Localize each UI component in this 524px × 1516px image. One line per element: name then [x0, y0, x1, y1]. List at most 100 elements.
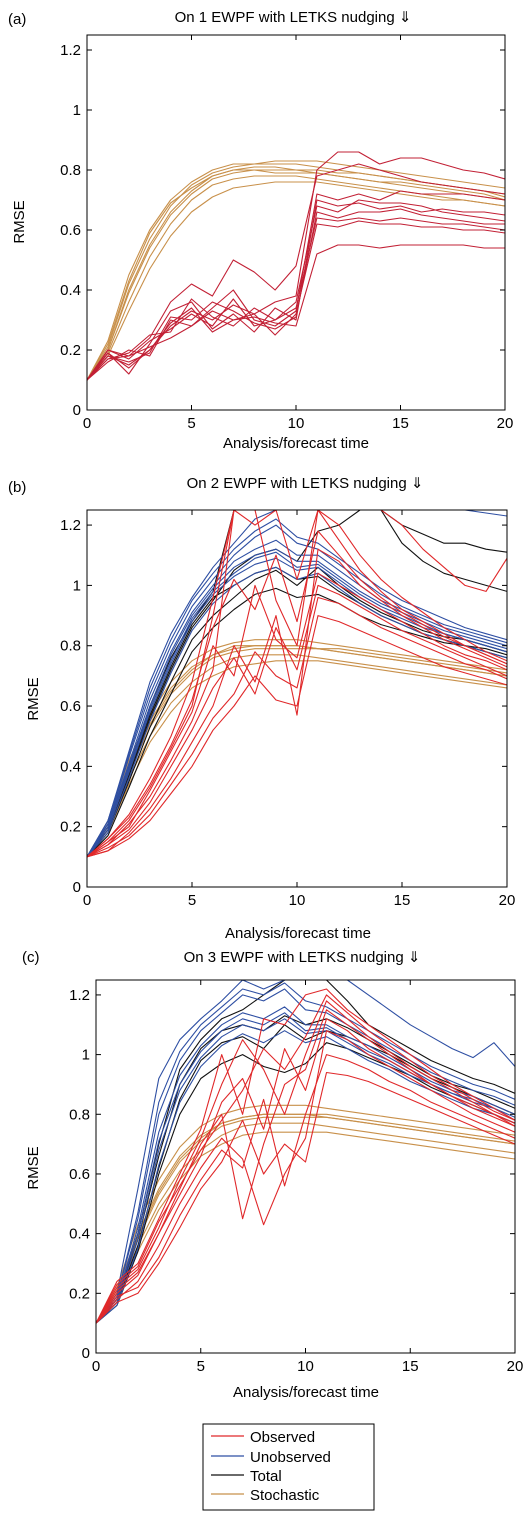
y-tick-label: 0.6: [60, 222, 81, 239]
series-line-stochastic-2: [87, 181, 505, 381]
series-line-unobserved-12: [96, 1006, 515, 1324]
x-tick-label: 15: [394, 892, 411, 909]
panel-c-ylabel: RMSE: [25, 1146, 42, 1189]
x-tick-label: 0: [83, 892, 91, 909]
series-line-observed-23: [87, 596, 507, 858]
series-line-observed-22: [96, 1018, 515, 1324]
x-tick-label: 5: [188, 892, 196, 909]
panel-b-xlabel: Analysis/forecast time: [225, 925, 371, 942]
y-tick-label: 1: [82, 1047, 90, 1064]
series-line-observed-19: [96, 1030, 515, 1324]
series-line-unobserved-17: [87, 539, 507, 858]
legend-label-unobserved: Unobserved: [250, 1449, 331, 1466]
series-line-observed-27: [87, 510, 507, 858]
series-line-unobserved-15: [87, 518, 507, 858]
y-tick-label: 0.2: [69, 1285, 90, 1302]
series-lines: [87, 151, 505, 381]
series-line-observed-21: [96, 1054, 515, 1324]
axes-frame: [86, 34, 506, 411]
y-tick-label: 0.4: [69, 1226, 90, 1243]
series-line-observed-23: [96, 1071, 515, 1324]
series-lines: [87, 510, 507, 858]
y-tick-label: 0.6: [60, 698, 81, 715]
y-tick-label: 0.4: [60, 282, 81, 299]
legend-label-observed: Observed: [250, 1429, 315, 1446]
panel-b-title: On 2 EWPF with LETKS nudging ⇓: [187, 475, 424, 492]
x-tick-label: 0: [83, 415, 91, 432]
series-line-observed-19: [87, 510, 507, 858]
legend-box: [202, 1423, 375, 1511]
series-line-stochastic-2: [96, 1131, 515, 1324]
plot-area-a: 0 5 10 15 20 0 0.2 0.4 0.6 0.8 1 1.2: [60, 34, 514, 432]
series-line-stochastic-4: [96, 1122, 515, 1324]
y-tick-label: 0.4: [60, 758, 81, 775]
series-line-stochastic-2: [87, 660, 507, 858]
series-line-observed-17: [96, 988, 515, 1324]
series-line-stochastic-1: [87, 639, 507, 858]
x-tick-label: 10: [288, 415, 305, 432]
series-line-stochastic-4: [87, 654, 507, 858]
axes-frame: [86, 509, 508, 888]
legend-label-total: Total: [250, 1468, 282, 1485]
y-tick-label: 1.2: [60, 517, 81, 534]
series-line-stochastic-3: [87, 160, 505, 381]
series-line-observed-26: [87, 615, 507, 858]
series-line-total-8: [87, 566, 507, 858]
y-tick-label: 0: [73, 879, 81, 896]
legend: Observed Unobserved Total Stochastic: [202, 1423, 375, 1511]
x-tick-label: 0: [92, 1358, 100, 1375]
series-line-stochastic-6: [87, 166, 505, 381]
series-line-observed-15: [87, 244, 505, 381]
series-lines: [96, 980, 515, 1324]
y-tick-label: 0.8: [60, 162, 81, 179]
y-tick-label: 0: [82, 1345, 90, 1362]
series-line-observed-13: [87, 217, 505, 381]
x-tick-label: 20: [497, 415, 514, 432]
panel-c-xlabel: Analysis/forecast time: [233, 1384, 379, 1401]
y-tick-label: 0.8: [60, 638, 81, 655]
chart-panel-a: (a) On 1 EWPF with LETKS nudging ⇓ 0 5 10 1…: [8, 9, 513, 452]
x-tick-label: 20: [499, 892, 516, 909]
series-line-observed-8: [87, 163, 505, 381]
series-line-total-9: [87, 587, 507, 858]
chart-panel-b: (b) On 2 EWPF with LETKS nudging ⇓ 0 5 10 1…: [8, 475, 515, 942]
y-tick-label: 0.6: [69, 1166, 90, 1183]
series-line-unobserved-13: [87, 548, 507, 858]
series-line-unobserved-11: [87, 510, 507, 858]
series-line-stochastic-5: [87, 169, 505, 381]
series-line-unobserved-14: [96, 1030, 515, 1324]
series-line-stochastic-1: [96, 1104, 515, 1324]
series-line-observed-20: [87, 510, 507, 858]
panel-a-ylabel: RMSE: [11, 200, 28, 243]
plot-area-b: 0 5 10 15 20 0 0.2 0.4 0.6 0.8 1 1.2: [60, 509, 516, 909]
series-line-observed-11: [87, 199, 505, 381]
series-line-stochastic-0: [87, 648, 507, 858]
series-line-unobserved-11: [96, 988, 515, 1324]
panel-a-xlabel: Analysis/forecast time: [223, 435, 369, 452]
panel-a-title: On 1 EWPF with LETKS nudging ⇓: [175, 9, 412, 26]
series-line-unobserved-18: [87, 551, 507, 858]
series-line-total-8: [96, 1042, 515, 1324]
x-tick-label: 10: [289, 892, 306, 909]
series-line-unobserved-12: [87, 524, 507, 858]
y-tick-label: 0: [73, 402, 81, 419]
series-line-stochastic-0: [96, 1116, 515, 1324]
series-line-observed-14: [87, 220, 505, 381]
y-tick-label: 0.2: [60, 342, 81, 359]
series-line-unobserved-14: [87, 557, 507, 858]
y-tick-label: 1: [73, 102, 81, 119]
series-line-observed-9: [87, 190, 505, 381]
series-line-stochastic-3: [87, 645, 507, 858]
panel-c-title: On 3 EWPF with LETKS nudging ⇓: [184, 949, 421, 966]
x-tick-label: 20: [507, 1358, 524, 1375]
panel-a-label: (a): [8, 11, 26, 28]
series-line-unobserved-10: [96, 980, 515, 1324]
panel-c-label: (c): [22, 949, 40, 966]
legend-label-stochastic: Stochastic: [250, 1487, 320, 1504]
x-tick-label: 5: [197, 1358, 205, 1375]
series-line-stochastic-4: [87, 175, 505, 381]
series-line-unobserved-13: [96, 1018, 515, 1324]
panel-b-label: (b): [8, 479, 26, 496]
series-line-unobserved-15: [96, 982, 515, 1324]
